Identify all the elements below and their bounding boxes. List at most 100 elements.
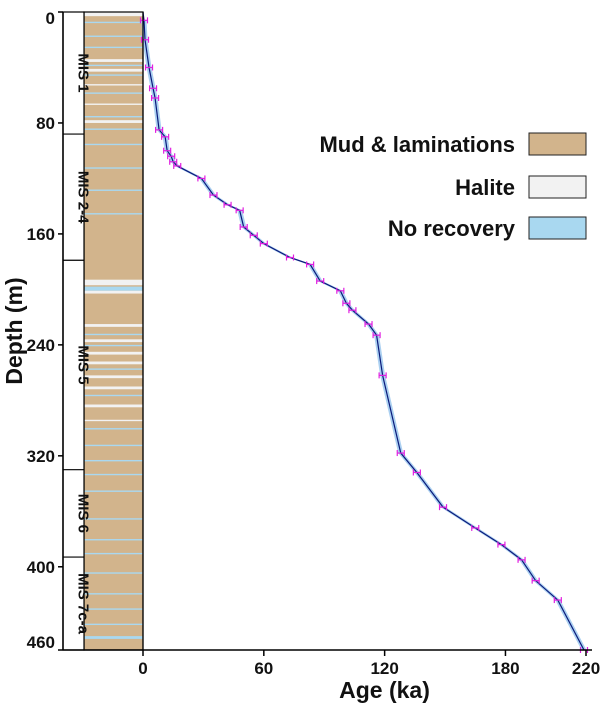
age-control-point <box>139 17 149 24</box>
halite-layer <box>84 419 143 422</box>
age-control-point <box>239 223 248 230</box>
halite-layer <box>84 404 143 408</box>
no-recovery-layer <box>84 552 143 555</box>
no-recovery-layer <box>84 593 143 595</box>
age-control-point <box>223 201 232 208</box>
no-recovery-layer <box>84 344 143 347</box>
halite-layer <box>84 290 143 294</box>
no-recovery-layer <box>84 128 143 130</box>
mis-stage-label: MIS 7c-a <box>75 573 92 635</box>
age-control-point <box>169 158 178 165</box>
mis-stage-column: MIS 1 MIS 2-4 MIS 5 MIS 6 MIS 7c-a <box>62 11 92 651</box>
age-depth-series <box>139 11 589 653</box>
no-recovery-layer <box>84 35 143 37</box>
halite-layer <box>84 59 143 62</box>
no-recovery-layer <box>84 368 143 370</box>
age-control-point <box>197 175 206 182</box>
age-control-point <box>167 153 176 160</box>
age-control-point <box>553 597 562 604</box>
no-recovery-layer <box>84 428 143 430</box>
mud-layer <box>84 12 143 650</box>
age-control-point <box>471 524 480 531</box>
no-recovery-layer <box>84 333 143 336</box>
halite-layer <box>84 386 143 390</box>
x-axis-title: Age (ka) <box>339 677 430 703</box>
y-tick-label: 240 <box>27 336 55 355</box>
age-control-point <box>144 64 154 71</box>
age-control-point <box>412 469 421 476</box>
halite-layer <box>84 103 143 105</box>
x-tick-label: 60 <box>254 659 273 678</box>
no-recovery-layer <box>84 572 143 574</box>
no-recovery-layer <box>84 286 143 291</box>
y-axis-title: Depth (m) <box>1 277 27 384</box>
x-axis: 0 60 120 180 220 Age (ka) <box>63 649 600 703</box>
y-tick-label: 400 <box>27 558 55 577</box>
halite-layer <box>84 324 143 327</box>
x-tick-label: 0 <box>138 659 147 678</box>
no-recovery-layer <box>84 213 143 215</box>
legend-label: Halite <box>455 175 515 200</box>
no-recovery-layer <box>84 518 143 520</box>
y-tick-label: 0 <box>46 9 55 28</box>
no-recovery-layer <box>84 490 143 492</box>
age-control-point <box>249 232 258 239</box>
no-recovery-layer <box>84 444 143 447</box>
age-control-point <box>342 300 351 307</box>
mis-stage-label: MIS 5 <box>75 345 92 384</box>
age-control-point <box>161 133 170 140</box>
mis-frame <box>62 11 85 651</box>
halite-layer <box>84 84 143 86</box>
age-depth-line <box>142 11 585 651</box>
age-control-point <box>148 85 158 92</box>
lithology-column <box>83 11 144 651</box>
x-tick-label: 120 <box>370 659 398 678</box>
age-control-point <box>316 278 325 285</box>
age-control-point <box>235 207 244 214</box>
y-tick-label: 160 <box>27 225 55 244</box>
no-recovery-layer <box>84 623 143 626</box>
halite-layer <box>84 375 143 379</box>
legend: Mud & laminations Halite No recovery <box>319 132 587 241</box>
age-control-point <box>163 147 172 154</box>
no-recovery-layer <box>84 459 143 462</box>
halite-layer <box>84 12 143 17</box>
halite-layer <box>84 351 143 355</box>
legend-label: No recovery <box>388 216 516 241</box>
no-recovery-layer <box>84 21 143 24</box>
no-recovery-layer <box>84 92 143 94</box>
x-tick-label: 220 <box>572 659 600 678</box>
age-control-point <box>531 577 540 584</box>
halite-layer <box>84 339 143 343</box>
age-control-point <box>306 261 315 268</box>
halite-layer <box>84 361 143 365</box>
age-control-point <box>517 556 526 563</box>
no-recovery-layer <box>84 608 143 610</box>
halite-layer <box>84 120 143 123</box>
age-control-point <box>285 254 295 261</box>
age-control-point <box>438 504 448 511</box>
uncertainty-band <box>141 20 587 651</box>
no-recovery-layer <box>84 46 143 49</box>
legend-item: Halite <box>455 175 587 200</box>
halite-layer <box>84 279 143 286</box>
no-recovery-layer <box>84 394 143 397</box>
age-control-point <box>378 372 387 379</box>
no-recovery-layer <box>84 167 143 169</box>
age-control-point <box>173 162 182 169</box>
age-control-point <box>364 321 373 328</box>
legend-item: Mud & laminations <box>319 132 587 157</box>
age-control-point <box>155 126 164 133</box>
no-recovery-layer <box>84 74 143 76</box>
age-control-point <box>497 541 506 548</box>
y-tick-label: 320 <box>27 447 55 466</box>
age-control-point <box>372 332 381 339</box>
age-control-point <box>396 450 405 457</box>
y-tick-label: 460 <box>27 633 55 652</box>
age-control-point <box>259 240 268 247</box>
x-tick-label: 180 <box>491 659 519 678</box>
no-recovery-layer <box>84 116 143 118</box>
age-control-point <box>209 192 218 199</box>
